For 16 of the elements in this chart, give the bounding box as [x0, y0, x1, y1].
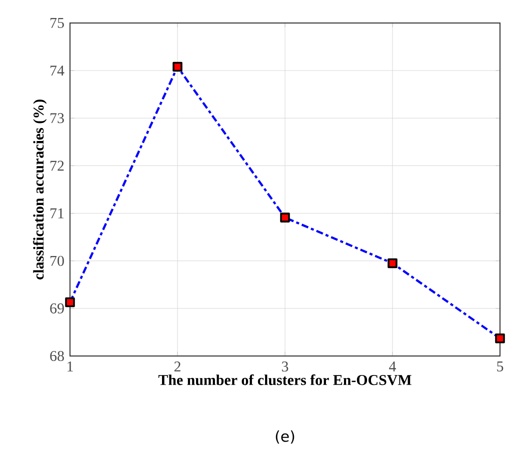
y-tick-label: 68: [50, 350, 64, 362]
x-tick-label: 3: [282, 362, 288, 372]
x-tick-label: 5: [497, 362, 504, 372]
x-tick-label: 1: [68, 362, 73, 372]
text: (e): [276, 430, 294, 444]
x-axis-title: The number of clusters for En-OCSVM: [158, 374, 412, 386]
y-tick-label: 73: [50, 113, 64, 124]
x-tick-label: 2: [174, 362, 180, 372]
y-axis-title: classification accuracies (%): [33, 100, 47, 280]
y-tick-label: 70: [50, 256, 64, 266]
x-tick-label: 4: [389, 362, 396, 372]
y-tick-label: 75: [50, 18, 64, 28]
y-tick-label: 71: [50, 208, 64, 218]
y-tick-label: 72: [50, 160, 64, 171]
y-tick-label: 69: [50, 303, 64, 314]
y-tick-label: 74: [50, 66, 64, 76]
